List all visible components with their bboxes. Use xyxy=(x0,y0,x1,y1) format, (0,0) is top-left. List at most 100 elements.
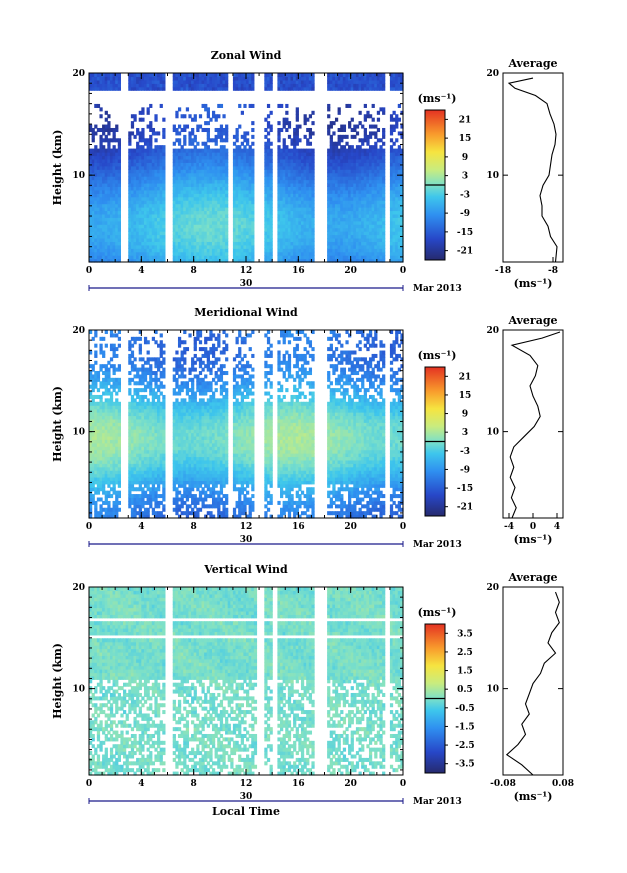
heatmap-cell xyxy=(219,176,224,181)
heatmap-cell xyxy=(374,248,378,253)
heatmap-cell xyxy=(107,227,111,232)
heatmap-cell xyxy=(327,158,331,163)
heatmap-cell xyxy=(345,251,349,256)
heatmap-cell xyxy=(222,182,226,187)
heatmap-cell xyxy=(138,251,142,256)
heatmap-cell xyxy=(266,200,271,205)
heatmap-cell xyxy=(368,255,373,260)
heatmap-cell xyxy=(350,152,354,157)
heatmap-cell xyxy=(251,169,255,174)
heatmap-cell xyxy=(337,138,341,143)
heatmap-cell xyxy=(303,121,307,126)
heatmap-cell xyxy=(217,220,221,225)
heatmap-cell xyxy=(133,381,137,386)
heatmap-cell xyxy=(348,76,352,81)
heatmap-cell xyxy=(337,224,341,229)
heatmap-cell xyxy=(193,169,197,174)
heatmap-cell xyxy=(277,227,281,232)
heatmap-cell xyxy=(264,244,268,249)
heatmap-cell xyxy=(243,83,247,88)
heatmap-cell xyxy=(149,162,153,167)
heatmap-cell xyxy=(340,165,344,170)
heatmap-cell xyxy=(104,155,108,160)
heatmap-cell xyxy=(345,76,349,81)
heatmap-cell xyxy=(287,255,292,260)
heatmap-cell xyxy=(133,200,137,205)
heatmap-cell xyxy=(196,217,200,222)
heatmap-cell xyxy=(128,446,132,451)
heatmap-cell xyxy=(138,148,142,153)
heatmap-cell xyxy=(269,127,273,133)
heatmap-cell xyxy=(280,155,284,160)
heatmap-cell xyxy=(332,131,336,136)
heatmap-cell xyxy=(157,169,161,174)
heatmap-cell xyxy=(248,148,252,153)
heatmap-cell xyxy=(188,114,192,119)
heatmap-cell xyxy=(183,165,187,170)
heatmap-cell xyxy=(327,251,331,256)
heatmap-cell xyxy=(94,165,98,170)
heatmap-cell xyxy=(300,203,305,208)
heatmap-cell xyxy=(149,76,153,81)
heatmap-cell xyxy=(293,134,297,139)
heatmap-cell xyxy=(243,169,247,174)
heatmap-cell xyxy=(112,470,116,475)
heatmap-cell xyxy=(188,155,192,160)
heatmap-cell xyxy=(337,73,341,78)
heatmap-cell xyxy=(204,107,208,112)
heatmap-cell xyxy=(96,470,101,475)
heatmap-cell xyxy=(308,176,313,181)
heatmap-cell xyxy=(303,196,307,201)
heatmap-cell xyxy=(217,248,221,253)
heatmap-cell xyxy=(107,141,111,146)
heatmap-cell xyxy=(363,79,367,84)
heatmap-cell xyxy=(392,148,396,153)
heatmap-cell xyxy=(193,200,197,205)
heatmap-cell xyxy=(327,207,331,212)
heatmap-cell xyxy=(107,429,111,434)
heatmap-cell xyxy=(204,227,208,232)
heatmap-cell xyxy=(204,231,208,236)
heatmap-cell xyxy=(379,237,383,242)
heatmap-cell xyxy=(327,234,331,239)
heatmap-cell xyxy=(232,227,237,232)
heatmap-cell xyxy=(117,381,121,386)
heatmap-cell xyxy=(264,162,268,167)
heatmap-cell xyxy=(211,207,216,212)
heatmap-cell xyxy=(376,241,381,246)
heatmap-cell xyxy=(109,425,114,430)
heatmap-cell xyxy=(107,500,111,505)
heatmap-cell xyxy=(196,155,200,160)
heatmap-cell xyxy=(204,86,208,91)
heatmap-cell xyxy=(177,138,182,143)
heatmap-cell xyxy=(109,456,114,461)
heatmap-cell xyxy=(400,152,404,157)
heatmap-cell xyxy=(238,193,242,198)
heatmap-cell xyxy=(91,408,95,413)
heatmap-cell xyxy=(287,148,292,153)
heatmap-cell xyxy=(303,117,307,122)
heatmap-cell xyxy=(117,182,121,187)
heatmap-cell xyxy=(337,76,341,81)
heatmap-cell xyxy=(264,155,268,160)
heatmap-cell xyxy=(287,86,292,91)
heatmap-cell xyxy=(159,145,163,150)
heatmap-cell xyxy=(99,418,103,423)
heatmap-cell xyxy=(334,145,339,150)
heatmap-cell xyxy=(206,131,210,136)
heatmap-cell xyxy=(397,179,401,184)
heatmap-cell xyxy=(107,234,111,239)
heatmap-cell xyxy=(303,172,307,177)
heatmap-cell xyxy=(159,186,163,191)
heatmap-cell xyxy=(355,83,360,88)
heatmap-cell xyxy=(94,435,98,440)
heatmap-cell xyxy=(130,152,135,157)
heatmap-cell xyxy=(329,207,333,212)
heatmap-cell xyxy=(117,83,121,88)
heatmap-cell xyxy=(269,172,273,177)
heatmap-cell xyxy=(334,196,339,201)
heatmap-cell xyxy=(180,186,184,191)
heatmap-cell xyxy=(204,179,208,184)
heatmap-cell xyxy=(342,155,347,160)
heatmap-cell xyxy=(107,377,111,382)
